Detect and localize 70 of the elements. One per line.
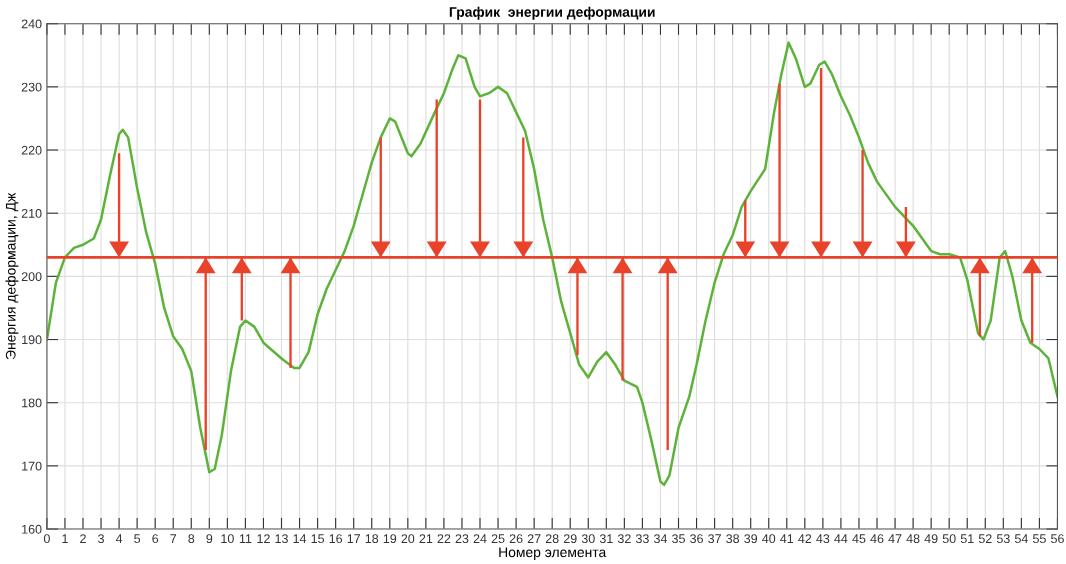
x-tick-label: 49 [924,534,938,544]
y-tick-label: 180 [22,398,42,408]
x-tick-label: 42 [798,534,812,543]
y-tick-label: 240 [21,19,42,29]
x-tick-label: 46 [870,534,884,544]
x-tick-label: 9 [206,534,213,544]
x-tick-label: 21 [419,534,433,543]
x-tick-label: 28 [545,534,559,544]
x-tick-label: 55 [1032,534,1046,544]
x-tick-label: 33 [635,534,649,544]
x-tick-label: 1 [62,534,68,543]
x-tick-label: 26 [509,534,523,544]
x-tick-label: 53 [996,534,1010,544]
x-tick-label: 19 [383,534,397,544]
x-tick-label: 27 [527,534,541,543]
x-tick-label: 36 [690,534,703,544]
x-tick-label: 54 [1014,534,1028,544]
x-tick-label: 22 [437,534,451,543]
y-tick-label: 210 [21,208,42,218]
x-tick-label: 20 [401,534,415,544]
x-tick-label: 11 [239,534,252,543]
x-tick-label: 25 [491,534,505,544]
x-tick-label: 6 [152,534,159,544]
x-tick-label: 41 [780,534,794,543]
x-tick-label: 16 [329,534,343,544]
y-tick-label: 160 [22,524,42,534]
x-tick-label: 15 [311,534,325,544]
y-tick-label: 200 [21,272,42,282]
x-axis-title: Номер элемента [499,547,607,560]
x-tick-label: 51 [960,534,974,544]
y-tick-label: 190 [22,335,42,345]
x-tick-label: 29 [563,534,577,544]
x-tick-label: 14 [293,534,307,543]
x-tick-label: 43 [816,534,830,544]
x-tick-label: 18 [365,534,379,544]
x-tick-label: 56 [1051,534,1064,544]
x-tick-label: 3 [98,534,104,544]
x-tick-label: 8 [188,534,195,544]
x-tick-label: 2 [80,534,86,543]
x-tick-label: 12 [257,534,270,543]
x-tick-label: 47 [888,534,902,543]
x-tick-label: 10 [221,534,234,544]
x-tick-label: 52 [978,534,992,544]
x-tick-label: 50 [942,534,956,544]
x-tick-label: 37 [708,534,721,544]
x-tick-label: 30 [581,534,595,544]
x-tick-label: 31 [599,534,613,544]
chart-title: График энергии деформации [449,6,655,20]
x-tick-label: 34 [653,534,668,544]
x-tick-label: 17 [347,534,361,543]
x-tick-label: 40 [762,534,776,544]
y-tick-label: 170 [22,461,42,471]
x-tick-label: 5 [134,534,141,544]
x-tick-label: 38 [726,534,740,544]
x-tick-label: 35 [672,534,685,544]
y-axis-title: Энергия деформации, Дж [5,192,19,360]
line-series [46,41,1058,487]
y-tick-label: 220 [21,145,42,155]
x-tick-label: 7 [170,534,177,543]
x-tick-label: 0 [43,534,50,544]
x-tick-label: 24 [473,534,487,543]
x-tick-label: 39 [744,534,758,544]
x-tick-label: 44 [834,534,848,543]
x-tick-label: 48 [906,534,920,544]
x-tick-label: 23 [455,534,469,544]
x-tick-label: 45 [852,534,866,544]
x-tick-label: 32 [617,534,631,544]
y-tick-label: 230 [21,82,42,92]
x-tick-label: 13 [275,534,288,544]
x-tick-label: 4 [115,534,123,543]
